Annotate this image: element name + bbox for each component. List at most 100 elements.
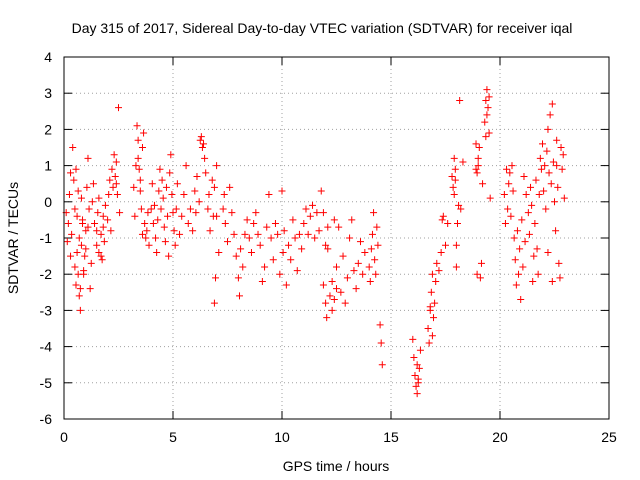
data-point: [510, 234, 518, 242]
y-tick-label: -4: [40, 339, 53, 355]
data-point: [171, 241, 179, 249]
data-point: [451, 176, 459, 184]
data-point: [359, 270, 367, 278]
data-point: [430, 314, 438, 322]
data-point: [409, 335, 417, 343]
data-point: [410, 353, 418, 361]
data-point: [298, 245, 306, 253]
data-point: [197, 133, 205, 141]
data-point: [67, 252, 75, 260]
data-point: [472, 140, 480, 148]
x-tick-label: 0: [60, 429, 68, 445]
data-point: [378, 361, 386, 369]
y-tick-label: -1: [40, 230, 53, 246]
data-point: [337, 288, 345, 296]
data-point: [539, 140, 547, 148]
data-point: [162, 183, 170, 191]
data-point: [511, 256, 519, 264]
data-point: [215, 248, 223, 256]
data-point: [147, 205, 155, 213]
data-point: [94, 209, 102, 217]
data-point: [313, 209, 321, 217]
data-point: [367, 245, 375, 253]
data-point: [559, 151, 567, 159]
data-point: [433, 259, 441, 267]
data-point: [300, 220, 308, 228]
data-point: [140, 129, 148, 137]
data-point: [558, 165, 566, 173]
data-point: [232, 252, 240, 260]
data-point: [556, 274, 564, 282]
data-point: [457, 205, 465, 213]
data-point: [64, 220, 72, 228]
data-point: [373, 223, 381, 231]
data-point: [553, 162, 561, 170]
data-point: [83, 183, 91, 191]
data-point: [553, 136, 561, 144]
data-point: [328, 306, 336, 314]
data-point: [256, 241, 264, 249]
data-point: [521, 238, 529, 246]
data-point: [293, 267, 301, 275]
data-point: [212, 274, 220, 282]
data-point: [138, 144, 146, 151]
data-point: [549, 158, 557, 166]
data-point: [450, 191, 458, 199]
y-tick-label: 4: [44, 49, 52, 65]
data-point: [269, 256, 277, 264]
data-point: [481, 118, 489, 126]
data-point: [200, 140, 208, 148]
x-tick-label: 25: [601, 429, 617, 445]
x-tick-label: 20: [492, 429, 508, 445]
data-point: [220, 191, 228, 199]
data-point: [245, 234, 253, 242]
data-point: [224, 238, 231, 246]
data-point: [452, 263, 460, 271]
data-point: [154, 216, 162, 224]
data-point: [376, 321, 384, 329]
data-point: [411, 372, 419, 380]
data-point: [435, 267, 443, 275]
data-point: [158, 176, 166, 184]
data-point: [324, 245, 332, 253]
data-point: [63, 238, 71, 246]
data-point: [437, 248, 445, 256]
data-point: [456, 96, 464, 104]
data-point: [551, 198, 558, 206]
data-point: [335, 223, 343, 231]
data-point: [552, 227, 560, 235]
data-point: [75, 292, 83, 300]
data-point: [544, 248, 552, 256]
data-point: [453, 220, 461, 228]
data-point: [100, 238, 108, 246]
data-point: [263, 223, 271, 231]
data-point: [560, 194, 568, 202]
data-point: [474, 162, 482, 170]
data-point: [455, 201, 463, 209]
data-point: [442, 241, 449, 249]
data-point: [156, 165, 164, 173]
data-point: [545, 169, 553, 177]
data-point: [138, 230, 146, 238]
data-points: [62, 86, 568, 398]
data-point: [210, 183, 218, 191]
data-point: [93, 241, 101, 249]
data-point: [130, 183, 138, 191]
data-point: [509, 187, 517, 195]
data-point: [112, 180, 120, 188]
data-point: [515, 270, 523, 278]
data-point: [193, 172, 201, 180]
data-point: [276, 270, 284, 278]
data-point: [504, 205, 512, 213]
data-point: [529, 277, 537, 285]
data-point: [330, 216, 338, 224]
data-point: [517, 296, 525, 304]
data-point: [341, 299, 349, 307]
data-point: [159, 194, 167, 202]
data-point: [71, 263, 79, 271]
data-point: [322, 241, 330, 249]
data-point: [530, 252, 538, 260]
data-point: [87, 259, 95, 267]
data-point: [74, 270, 82, 278]
